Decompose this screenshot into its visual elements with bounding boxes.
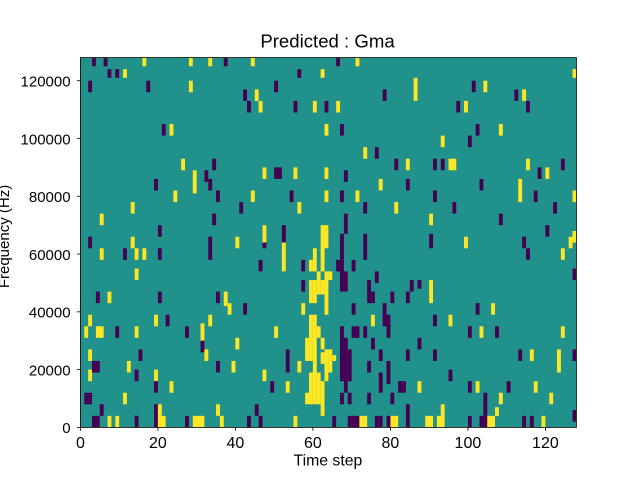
svg-text:0: 0 — [76, 435, 85, 452]
svg-text:40000: 40000 — [29, 305, 71, 322]
svg-text:40: 40 — [227, 435, 245, 452]
svg-text:80000: 80000 — [29, 189, 71, 206]
svg-text:Frequency (Hz): Frequency (Hz) — [0, 185, 13, 288]
svg-text:100000: 100000 — [21, 131, 71, 148]
svg-text:120000: 120000 — [21, 74, 71, 91]
svg-text:Predicted : Gma: Predicted : Gma — [260, 31, 395, 52]
svg-text:60000: 60000 — [29, 247, 71, 264]
svg-text:120: 120 — [532, 435, 559, 452]
svg-text:20: 20 — [149, 435, 167, 452]
svg-text:0: 0 — [62, 420, 70, 437]
svg-text:Time step: Time step — [294, 453, 363, 470]
svg-text:80: 80 — [382, 435, 400, 452]
svg-text:100: 100 — [455, 435, 482, 452]
svg-text:60: 60 — [304, 435, 322, 452]
svg-text:20000: 20000 — [29, 362, 71, 379]
